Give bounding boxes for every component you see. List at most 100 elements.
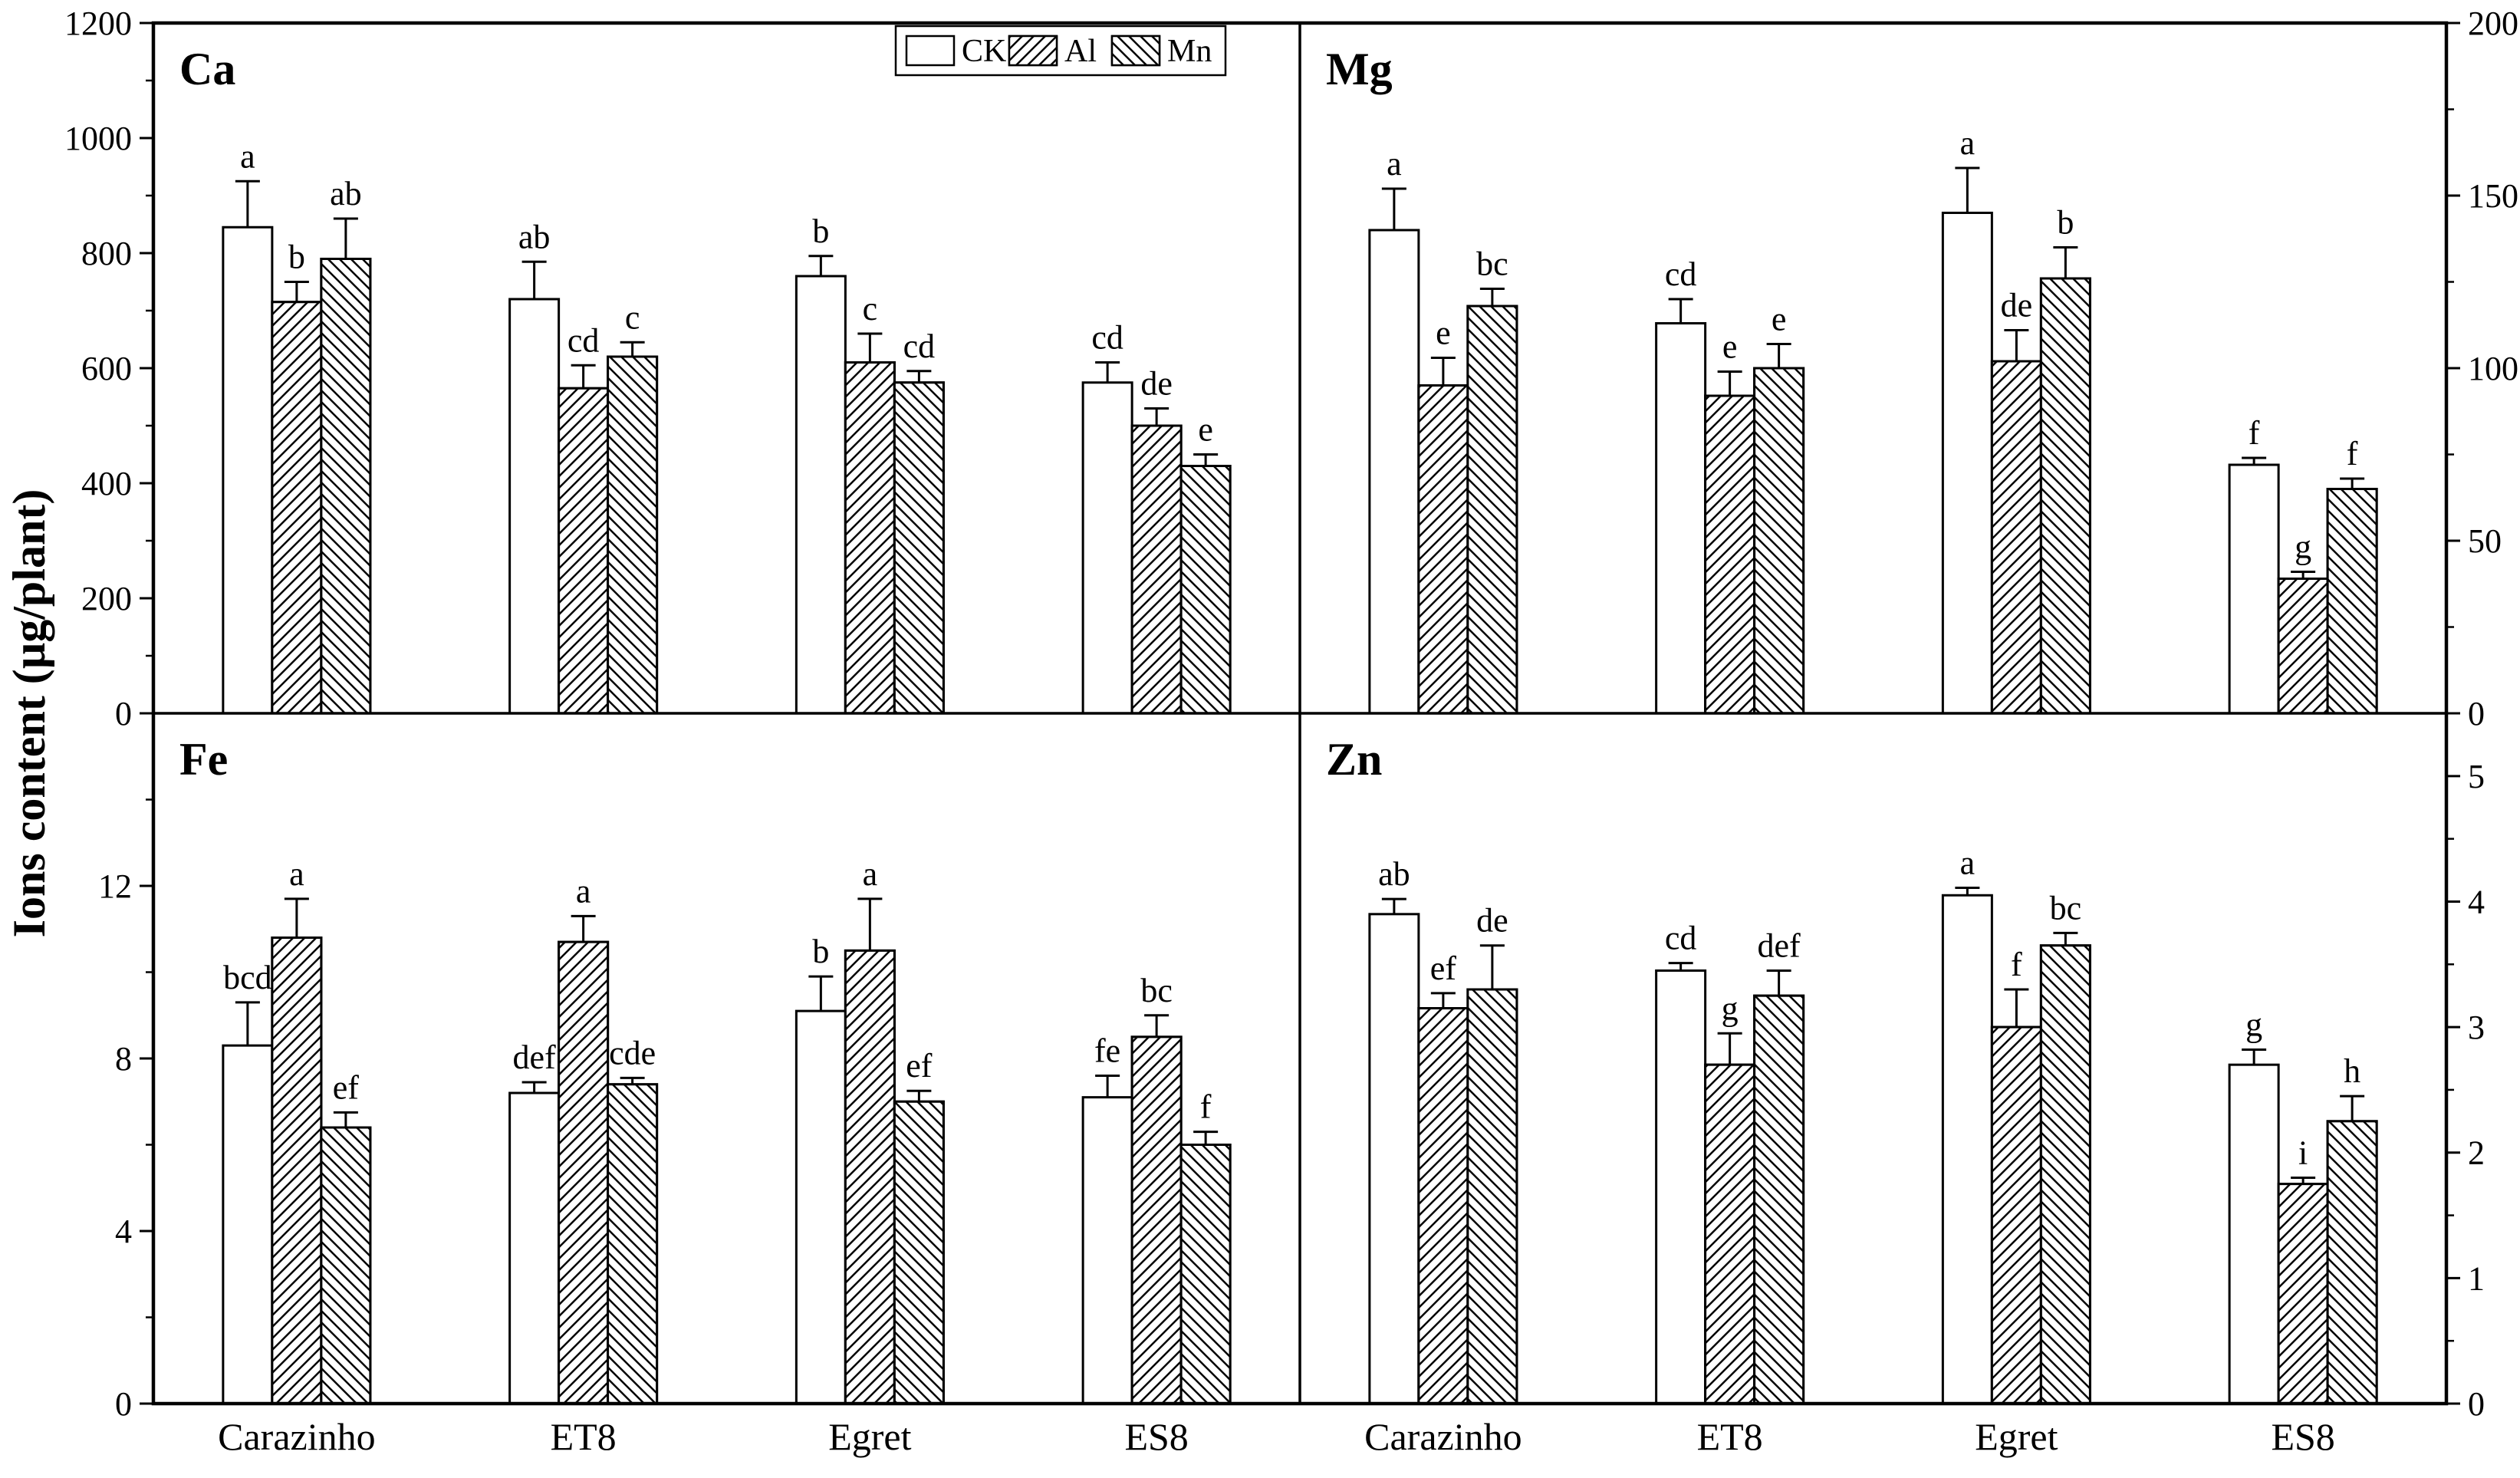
significance-letter: i	[2298, 1134, 2308, 1171]
bar-hatch	[2326, 1120, 2378, 1405]
bar-zn-es8-ck	[2228, 1063, 2280, 1405]
bar-hatch	[271, 937, 323, 1405]
tick-label: 5	[2468, 758, 2485, 795]
panel-title-zn: Zn	[1326, 734, 1382, 785]
bar-zn-et8-ck	[1655, 969, 1707, 1405]
significance-letter: g	[2295, 528, 2311, 566]
legend-swatch-hatch	[1110, 35, 1161, 67]
significance-letter: f	[2011, 946, 2022, 983]
bar-hatch	[558, 387, 610, 715]
category-label-egret: Egret	[828, 1415, 911, 1458]
bar-hatch	[1990, 1025, 2042, 1405]
tick-label: 100	[2468, 350, 2518, 387]
significance-letter: b	[2057, 204, 2074, 242]
significance-letter: a	[289, 855, 304, 893]
significance-letter: a	[1387, 145, 1402, 183]
bar-fe-carazinho-ck	[222, 1044, 274, 1405]
significance-letter: f	[1200, 1088, 1212, 1126]
category-label-carazinho: Carazinho	[218, 1415, 375, 1458]
bar-hatch	[1990, 360, 2042, 715]
bar-zn-egret-ck	[1941, 894, 1993, 1405]
tick-label: 3	[2468, 1009, 2485, 1046]
bar-ca-carazinho-ck	[222, 225, 274, 715]
significance-letter: cd	[1091, 319, 1123, 357]
tick-label: 600	[81, 350, 132, 387]
tick-label: 400	[81, 465, 132, 502]
legend-label-ck: CK	[962, 34, 1006, 69]
legend: CK Al Mn	[894, 25, 1227, 77]
significance-letter: g	[2245, 1006, 2262, 1044]
significance-letter: de	[1476, 902, 1508, 940]
significance-letter: ab	[518, 218, 551, 255]
bar-mg-et8-ck	[1655, 322, 1707, 715]
bar-hatch	[2039, 944, 2091, 1405]
tick-label: 1	[2468, 1259, 2485, 1297]
significance-letter: ab	[330, 175, 362, 212]
significance-letter: f	[2347, 435, 2358, 472]
significance-letter: a	[863, 855, 878, 893]
panel-title-mg: Mg	[1326, 44, 1393, 94]
tick-label: 200	[2468, 5, 2518, 42]
tick-label: 8	[115, 1040, 132, 1078]
bar-mg-egret-ck	[1941, 212, 1993, 715]
tick-label: 0	[115, 1385, 132, 1423]
bar-hatch	[607, 355, 659, 715]
tick-label: 1200	[64, 5, 132, 42]
tick-label: 50	[2468, 522, 2502, 560]
significance-letter: b	[288, 239, 305, 276]
bar-mg-carazinho-ck	[1368, 229, 1420, 715]
tick-label: 150	[2468, 177, 2518, 215]
tick-label: 0	[115, 695, 132, 732]
tick-label: 0	[2468, 695, 2485, 732]
bar-hatch	[2277, 578, 2329, 715]
panel-title-ca: Ca	[179, 44, 235, 94]
tick-label: 200	[81, 580, 132, 617]
bar-hatch	[1704, 394, 1756, 715]
significance-letter: e	[1198, 411, 1213, 449]
bar-zn-carazinho-ck	[1368, 913, 1420, 1405]
legend-swatch-hatch	[1008, 35, 1058, 67]
significance-letter: cd	[903, 328, 936, 365]
bar-hatch	[1417, 1007, 1469, 1405]
significance-letter: bc	[1476, 245, 1508, 283]
bar-fe-es8-ck	[1081, 1096, 1133, 1405]
significance-letter: de	[1140, 365, 1173, 403]
tick-label: 0	[2468, 1385, 2485, 1423]
category-label-es8: ES8	[1124, 1415, 1188, 1458]
legend-swatch-ck	[905, 35, 956, 67]
tick-label: 12	[98, 867, 132, 905]
significance-letter: fe	[1094, 1032, 1120, 1070]
category-label-es8: ES8	[2271, 1415, 2334, 1458]
bar-hatch	[1466, 304, 1518, 715]
significance-letter: cde	[609, 1034, 656, 1071]
bar-mg-es8-ck	[2228, 463, 2280, 715]
significance-letter: a	[576, 872, 591, 910]
bar-hatch	[271, 301, 323, 715]
significance-letter: de	[2001, 287, 2033, 324]
bar-hatch	[1466, 988, 1518, 1405]
significance-letter: ef	[333, 1068, 360, 1106]
bar-hatch	[1179, 1144, 1232, 1405]
significance-letter: b	[812, 933, 829, 970]
legend-label-mn: Mn	[1167, 34, 1212, 69]
significance-letter: ab	[1378, 855, 1410, 893]
bar-fe-et8-ck	[508, 1091, 561, 1405]
bar-hatch	[844, 361, 896, 715]
significance-letter: e	[1722, 328, 1738, 366]
panel-title-fe: Fe	[179, 734, 228, 785]
bar-ca-et8-ck	[508, 298, 561, 715]
bar-hatch	[1179, 465, 1232, 715]
significance-letter: a	[240, 137, 255, 175]
significance-letter: cd	[1665, 255, 1697, 293]
bar-hatch	[2039, 277, 2091, 715]
tick-label: 2	[2468, 1134, 2485, 1172]
bar-hatch	[1417, 384, 1469, 715]
significance-letter: a	[1960, 844, 1976, 881]
significance-letter: f	[2249, 414, 2260, 452]
bar-fe-egret-ck	[794, 1009, 847, 1405]
tick-label: 4	[115, 1213, 132, 1250]
